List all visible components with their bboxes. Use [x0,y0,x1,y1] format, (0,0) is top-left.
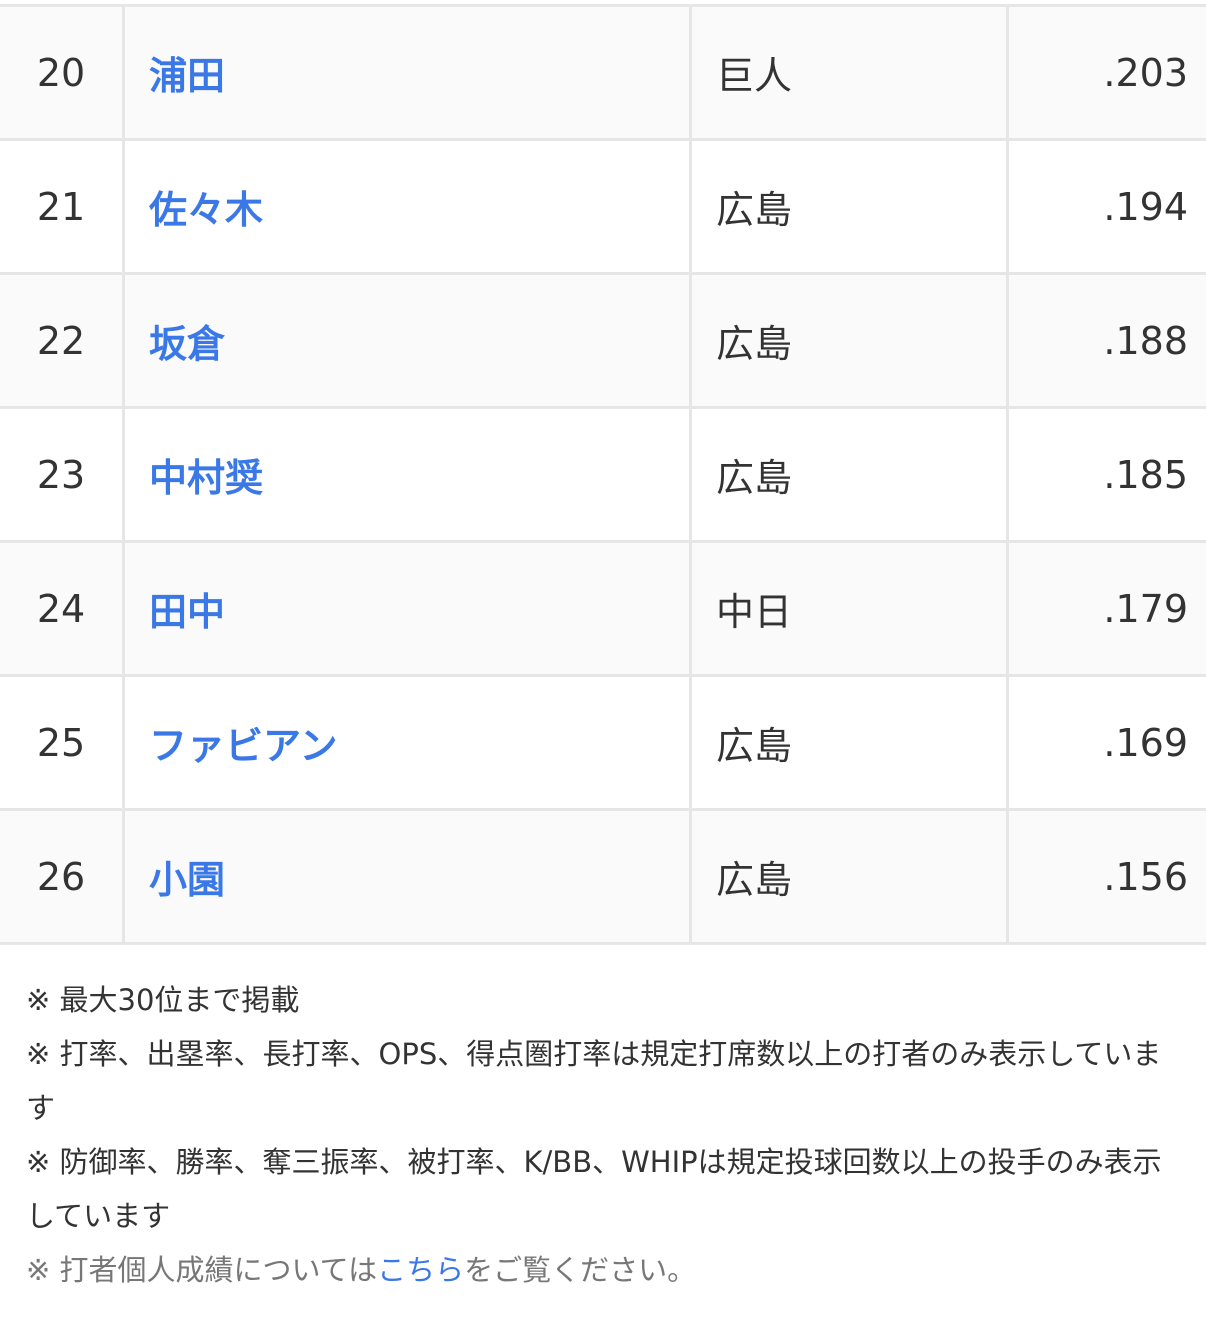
batter-stats-link[interactable]: こちら [377,1253,464,1287]
rank-cell: 23 [0,408,124,542]
team-cell: 広島 [691,274,1008,408]
team-cell: 中日 [691,542,1008,676]
player-link[interactable]: ファビアン [149,724,337,768]
team-cell: 広島 [691,140,1008,274]
table-row: 21 佐々木 広島.194 [0,140,1206,274]
player-link[interactable]: 田中 [149,590,225,634]
table-row: 25 ファビアン 広島.169 [0,676,1206,810]
note-max-rank: ※ 最大30位まで掲載 [26,973,1176,1027]
table-row: 26 小園 広島.156 [0,810,1206,944]
note-pitcher-qualification: ※ 防御率、勝率、奪三振率、被打率、K/BB、WHIPは規定投球回数以上の投手の… [26,1135,1176,1243]
player-cell: 坂倉 [124,274,691,408]
team-cell: 広島 [691,676,1008,810]
rank-cell: 20 [0,6,124,140]
player-cell: 田中 [124,542,691,676]
rank-cell: 25 [0,676,124,810]
player-link[interactable]: 佐々木 [149,188,263,232]
player-link[interactable]: 坂倉 [149,322,225,366]
rank-cell: 22 [0,274,124,408]
batting-average-cell: .203 [1008,6,1206,140]
player-link[interactable]: 中村奨 [149,456,263,500]
note-text: をご覧ください。 [464,1253,696,1287]
table-row: 22 坂倉 広島.188 [0,274,1206,408]
batting-average-cell: .156 [1008,810,1206,944]
batting-average-cell: .194 [1008,140,1206,274]
team-cell: 巨人 [691,6,1008,140]
player-cell: 小園 [124,810,691,944]
player-link[interactable]: 浦田 [149,54,225,98]
player-cell: 中村奨 [124,408,691,542]
batting-average-cell: .169 [1008,676,1206,810]
batting-average-cell: .185 [1008,408,1206,542]
table-row: 24 田中 中日.179 [0,542,1206,676]
note-text: ※ 打者個人成績については [26,1253,377,1287]
team-cell: 広島 [691,408,1008,542]
table-row: 20 浦田 巨人.203 [0,6,1206,140]
player-link[interactable]: 小園 [149,858,225,902]
note-batter-qualification: ※ 打率、出塁率、長打率、OPS、得点圏打率は規定打席数以上の打者のみ表示してい… [26,1027,1176,1135]
batting-average-cell: .179 [1008,542,1206,676]
rank-cell: 26 [0,810,124,944]
rank-cell: 21 [0,140,124,274]
rank-cell: 24 [0,542,124,676]
player-cell: 佐々木 [124,140,691,274]
batting-average-cell: .188 [1008,274,1206,408]
team-cell: 広島 [691,810,1008,944]
player-cell: 浦田 [124,6,691,140]
notes: ※ 最大30位まで掲載 ※ 打率、出塁率、長打率、OPS、得点圏打率は規定打席数… [0,945,1176,1297]
table-row: 23 中村奨 広島.185 [0,408,1206,542]
player-cell: ファビアン [124,676,691,810]
note-batter-stats: ※ 打者個人成績についてはこちらをご覧ください。 [26,1243,1176,1297]
